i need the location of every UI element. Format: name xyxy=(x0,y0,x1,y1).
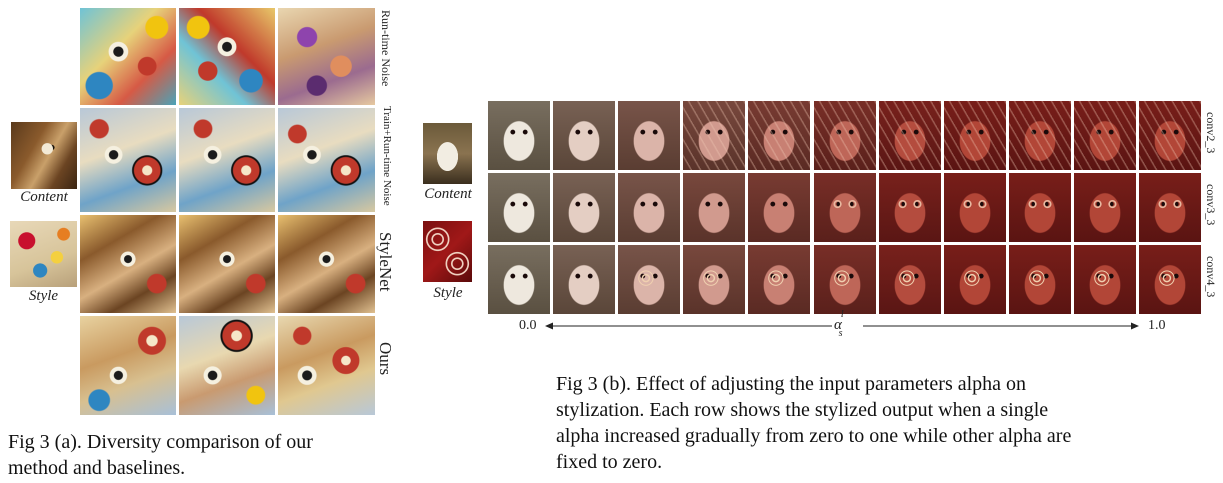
row-label-train-run-time-noise: Train+Run-time Noise xyxy=(381,106,393,206)
stylized-dog-r3-c7 xyxy=(878,245,941,314)
stylized-dog-r2-c11 xyxy=(1139,173,1201,242)
content-label-a: Content xyxy=(20,189,68,205)
caption-b-line-3: alpha increased gradually from zero to o… xyxy=(556,425,1072,447)
stylized-dog-r3-c2 xyxy=(553,245,616,314)
stylized-dog-r3-c3 xyxy=(618,245,681,314)
stylized-dog-r3-c5 xyxy=(748,245,811,314)
alpha-sub: s xyxy=(838,328,843,339)
grid-a-r1-c2 xyxy=(179,8,275,105)
style-image-circles xyxy=(10,221,77,287)
grid-a-r1-c1 xyxy=(80,8,176,105)
stylized-dog-r2-c4 xyxy=(683,173,746,242)
stylized-dog-r2-c8 xyxy=(943,173,1006,242)
row-label-ours: Ours xyxy=(376,342,395,376)
stylized-dog-r2-c5 xyxy=(748,173,811,242)
stylized-dog-r1-c2 xyxy=(553,101,616,170)
row-label-conv2-3: conv2_3 xyxy=(1204,112,1218,154)
stylized-dog-r1-c9 xyxy=(1008,101,1071,170)
content-image-dog xyxy=(423,123,472,184)
stylized-dog-r3-c11 xyxy=(1139,245,1201,314)
stylized-dog-r2-c3 xyxy=(618,173,681,242)
stylized-dog-r1-c6 xyxy=(813,101,876,170)
stylized-dog-r2-c1 xyxy=(488,173,550,242)
caption-a-line-2: method and baselines. xyxy=(8,457,186,479)
stylized-dog-r2-c2 xyxy=(553,173,616,242)
style-image-spirals xyxy=(423,221,472,282)
stylized-dog-r2-c6 xyxy=(813,173,876,242)
axis-end-label: 1.0 xyxy=(1148,318,1166,333)
stylized-dog-r3-c1 xyxy=(488,245,550,314)
caption-a-line-1: Fig 3 (a). Diversity comparison of our xyxy=(8,431,313,453)
stylized-dog-r3-c9 xyxy=(1008,245,1071,314)
axis-arrow xyxy=(545,322,1139,330)
style-label-a: Style xyxy=(28,288,59,304)
stylized-dog-r1-c1 xyxy=(488,101,550,170)
alpha-sup: l xyxy=(840,309,844,320)
caption-b-line-2: stylization. Each row shows the stylized… xyxy=(556,399,1049,421)
row-label-conv3-3: conv3_3 xyxy=(1204,184,1218,226)
grid-a-r2-c1 xyxy=(80,108,176,212)
stylized-dog-r2-c7 xyxy=(878,173,941,242)
axis-alpha-symbol: αls xyxy=(834,309,849,339)
caption-b-line-4: fixed to zero. xyxy=(556,451,663,473)
stylized-dog-r1-c10 xyxy=(1073,101,1136,170)
row-label-conv4-3: conv4_3 xyxy=(1204,256,1218,298)
grid-a-r4-c1 xyxy=(80,316,176,415)
stylized-dog-r1-c11 xyxy=(1139,101,1201,170)
row-label-run-time-noise: Run-time Noise xyxy=(379,10,393,87)
stylized-dog-r1-c8 xyxy=(943,101,1006,170)
stylized-dog-r3-c4 xyxy=(683,245,746,314)
caption-b-line-1: Fig 3 (b). Effect of adjusting the input… xyxy=(556,373,1027,395)
stylized-dog-r2-c10 xyxy=(1073,173,1136,242)
alpha-base: α xyxy=(834,317,842,333)
grid-a-r4-c3 xyxy=(278,316,375,415)
grid-a-r2-c2 xyxy=(179,108,275,212)
stylized-dog-r3-c8 xyxy=(943,245,1006,314)
grid-a-r1-c3 xyxy=(278,8,375,105)
grid-a-r2-c3 xyxy=(278,108,375,212)
grid-a-r3-c3 xyxy=(278,215,375,313)
style-label-b: Style xyxy=(433,285,463,301)
grid-a-r3-c1 xyxy=(80,215,176,313)
content-image-eagle xyxy=(11,122,77,189)
row-label-stylenet: StyleNet xyxy=(376,232,395,292)
stylized-dog-r1-c3 xyxy=(618,101,681,170)
stylized-dog-r1-c5 xyxy=(748,101,811,170)
stylized-dog-r3-c10 xyxy=(1073,245,1136,314)
stylized-dog-r1-c4 xyxy=(683,101,746,170)
stylized-dog-r3-c6 xyxy=(813,245,876,314)
content-label-b: Content xyxy=(424,186,472,202)
stylized-dog-r1-c7 xyxy=(878,101,941,170)
grid-a-r4-c2 xyxy=(179,316,275,415)
grid-a-r3-c2 xyxy=(179,215,275,313)
stylized-dog-r2-c9 xyxy=(1008,173,1071,242)
axis-start-label: 0.0 xyxy=(519,318,537,333)
